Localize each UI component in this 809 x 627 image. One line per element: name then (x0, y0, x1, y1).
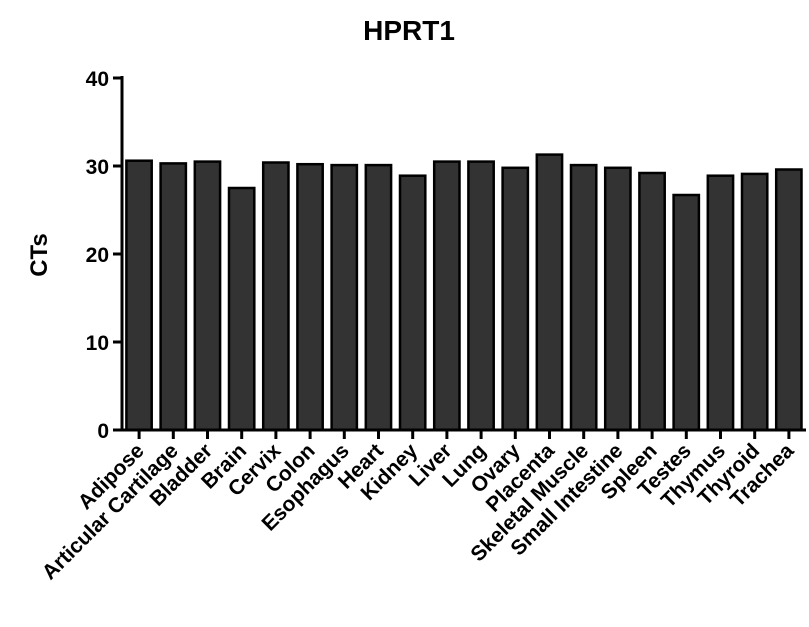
bar-trachea (774, 168, 803, 432)
axes-group (120, 76, 806, 432)
y-tick-label: 40 (86, 68, 109, 91)
y-tick-label: 20 (86, 244, 109, 267)
bar-spleen (638, 171, 666, 432)
bar-thyroid (740, 172, 769, 432)
bar-esophagus (330, 163, 359, 432)
bar-lung (467, 160, 495, 432)
bar-heart (364, 163, 393, 432)
bar-thymus (706, 174, 735, 432)
bar-ovary (501, 166, 530, 432)
y-tick-label: 0 (97, 420, 109, 443)
bars-group (125, 153, 803, 432)
chart-title: HPRT1 (363, 15, 455, 46)
y-tick-label: 30 (86, 156, 109, 179)
y-axis-label: CTs (26, 233, 53, 277)
bar-liver (432, 160, 461, 432)
bar-skeletal-muscle (569, 163, 598, 432)
bar-small-intestine (603, 166, 632, 432)
bar-kidney (398, 174, 427, 432)
bar-placenta (535, 153, 564, 432)
bar-bladder (193, 160, 222, 432)
y-ticks-group: 0 10 20 30 40 (86, 68, 122, 443)
bar-brain (227, 186, 256, 432)
bar-colon (296, 162, 324, 432)
y-tick-label: 10 (86, 332, 109, 355)
bar-articular-cartilage (159, 162, 188, 432)
bar-adipose (125, 159, 153, 432)
bar-testes (672, 193, 701, 432)
bar-cervix (261, 161, 290, 432)
